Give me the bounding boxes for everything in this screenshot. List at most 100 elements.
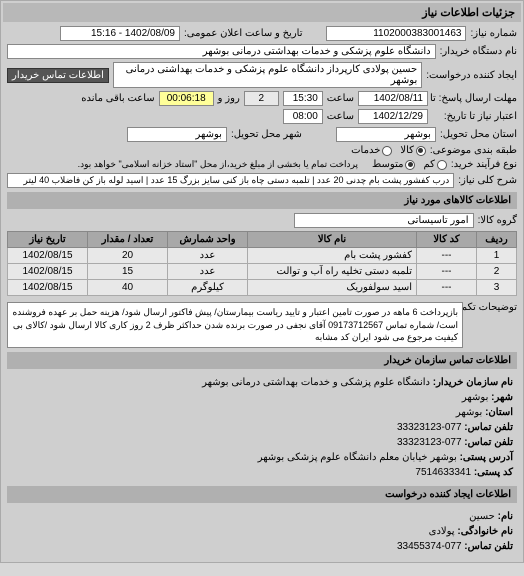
org-contact-header: اطلاعات تماس سازمان خریدار (7, 352, 517, 369)
radio-dot-icon (405, 160, 415, 170)
send-date-field: 1402/08/11 (358, 91, 428, 106)
row-need-title: شرح کلی نیاز: درب کفشور پشت بام چدنی 20 … (7, 173, 517, 188)
table-cell: 40 (88, 280, 168, 296)
org-phone-value: 077-33323123 (397, 422, 462, 433)
time-label-1: ساعت (327, 93, 354, 104)
creator-phone-value: 077-33455374 (397, 541, 462, 552)
table-row: 1---کفشور پشت بامعدد201402/08/15 (8, 248, 517, 264)
org-city-label: شهر: (491, 392, 513, 403)
need-title-label: شرح کلی نیاز: (458, 175, 517, 186)
radio-kala-label: کالا (400, 145, 414, 156)
table-cell: 15 (88, 264, 168, 280)
table-cell: --- (417, 280, 477, 296)
creator-fname-value: حسین (469, 511, 495, 522)
city-field: بوشهر (127, 127, 227, 142)
process-note: پرداخت تمام یا بخشی از مبلغ خرید،از محل … (78, 159, 358, 170)
table-cell: اسید سولفوریک (248, 280, 417, 296)
send-time-field: 15:30 (283, 91, 323, 106)
radio-low-label: کم (423, 159, 434, 170)
pubdate-field: 1402/08/09 - 15:16 (60, 26, 180, 41)
city-label: شهر محل تحویل: (231, 129, 302, 140)
org-city-value: بوشهر (462, 392, 488, 403)
table-row: 2---تلمبه دستی تخلیه راه آب و توالتعدد15… (8, 264, 517, 280)
org-fax-label: تلفن تماس: (464, 437, 513, 448)
table-cell: 3 (477, 280, 517, 296)
valid-label: اعتبار نیاز تا تاریخ: (432, 111, 517, 122)
th-index: ردیف (477, 232, 517, 248)
valid-time-field: 08:00 (283, 109, 323, 124)
org-prov-value: بوشهر (456, 407, 482, 418)
creator-lname-label: نام خانوادگی: (457, 526, 513, 537)
title-text: جزئیات اطلاعات نیاز (422, 7, 515, 19)
number-label: شماره نیاز: (470, 28, 517, 39)
province-field: بوشهر (336, 127, 436, 142)
radio-khadamat[interactable]: خدمات (351, 145, 392, 156)
org-fax-value: 077-33323123 (397, 437, 462, 448)
days-label: روز و (218, 93, 240, 104)
radio-khadamat-label: خدمات (351, 145, 380, 156)
pubdate-label: تاریخ و ساعت اعلان عمومی: (184, 28, 303, 39)
org-addr-label: آدرس پستی: (460, 452, 513, 463)
row-location: استان محل تحویل: بوشهر شهر محل تحویل: بو… (7, 127, 517, 142)
main-panel: جزئیات اطلاعات نیاز شماره نیاز: 11020003… (0, 0, 524, 563)
table-cell: 1402/08/15 (8, 264, 88, 280)
row-requester: ایجاد کننده درخواست: حسین پولادی کارپردا… (7, 62, 517, 88)
table-cell: 2 (477, 264, 517, 280)
radio-kala[interactable]: کالا (400, 145, 426, 156)
goods-section-header: اطلاعات کالاهای مورد نیاز (7, 192, 517, 209)
org-post-label: کد پستی: (474, 467, 513, 478)
row-category: طبقه بندی موضوعی: کالا خدمات (7, 145, 517, 156)
org-addr-value: بوشهر خیابان معلم دانشگاه علوم پزشکی بوش… (258, 452, 457, 463)
radio-dot-icon (416, 146, 426, 156)
org-phone-label: تلفن تماس: (464, 422, 513, 433)
notes-label: توضیحات تکمیلی: (467, 302, 517, 313)
radio-dot-icon (437, 160, 447, 170)
days-field: 2 (244, 91, 279, 106)
table-cell: --- (417, 248, 477, 264)
row-number: شماره نیاز: 1102000383001463 تاریخ و ساع… (7, 26, 517, 41)
row-process: نوع فرآیند خرید: کم متوسط پرداخت تمام یا… (7, 159, 517, 170)
goods-table: ردیف کد کالا نام کالا واحد شمارش تعداد /… (7, 231, 517, 296)
table-cell: عدد (168, 248, 248, 264)
org-name-value: دانشگاه علوم پزشکی و خدمات بهداشتی درمان… (202, 377, 430, 388)
buyer-label: نام دستگاه خریدار: (440, 46, 517, 57)
remain-label: ساعت باقی مانده (81, 93, 154, 104)
row-buyer: نام دستگاه خریدار: دانشگاه علوم پزشکی و … (7, 44, 517, 59)
valid-date-field: 1402/12/29 (358, 109, 428, 124)
radio-low[interactable]: کم (423, 159, 446, 170)
category-radio-group: کالا خدمات (351, 145, 426, 156)
province-label: استان محل تحویل: (440, 129, 517, 140)
table-row: 3---اسید سولفوریککیلوگرم401402/08/15 (8, 280, 517, 296)
row-deadline: مهلت ارسال پاسخ: تا تاریخ: 1402/08/11 سا… (7, 91, 517, 106)
th-qty: تعداد / مقدار (88, 232, 168, 248)
creator-phone-label: تلفن تماس: (464, 541, 513, 552)
row-group: گروه کالا: امور تاسیساتی (7, 213, 517, 228)
table-cell: تلمبه دستی تخلیه راه آب و توالت (248, 264, 417, 280)
radio-mid-label: متوسط (372, 159, 403, 170)
th-name: نام کالا (248, 232, 417, 248)
process-label: نوع فرآیند خرید: (451, 159, 517, 170)
number-field: 1102000383001463 (326, 26, 466, 41)
requester-field: حسین پولادی کارپرداز دانشگاه علوم پزشکی … (113, 62, 422, 88)
table-cell: 1 (477, 248, 517, 264)
table-cell: عدد (168, 264, 248, 280)
contact-button[interactable]: اطلاعات تماس خریدار (7, 68, 109, 83)
need-title-field: درب کفشور پشت بام چدنی 20 عدد | تلمبه دس… (7, 173, 454, 188)
org-post-value: 7514633341 (415, 467, 471, 478)
table-cell: کیلوگرم (168, 280, 248, 296)
category-label: طبقه بندی موضوعی: (430, 145, 517, 156)
creator-contact-block: نام: حسین نام خانوادگی: پولادی تلفن تماس… (7, 507, 517, 556)
process-radio-group: کم متوسط (372, 159, 447, 170)
creator-contact-header: اطلاعات ایجاد کننده درخواست (7, 486, 517, 503)
notes-field: بازپرداخت 6 ماهه در صورت تامین اعتبار و … (7, 302, 463, 348)
row-validity: اعتبار نیاز تا تاریخ: 1402/12/29 ساعت 08… (7, 109, 517, 124)
requester-label: ایجاد کننده درخواست: (426, 70, 517, 81)
table-cell: 1402/08/15 (8, 280, 88, 296)
th-unit: واحد شمارش (168, 232, 248, 248)
time-label-2: ساعت (327, 111, 354, 122)
creator-fname-label: نام: (498, 511, 513, 522)
radio-mid[interactable]: متوسط (372, 159, 415, 170)
group-field: امور تاسیساتی (294, 213, 474, 228)
buyer-field: دانشگاه علوم پزشکی و خدمات بهداشتی درمان… (7, 44, 436, 59)
org-prov-label: استان: (485, 407, 513, 418)
